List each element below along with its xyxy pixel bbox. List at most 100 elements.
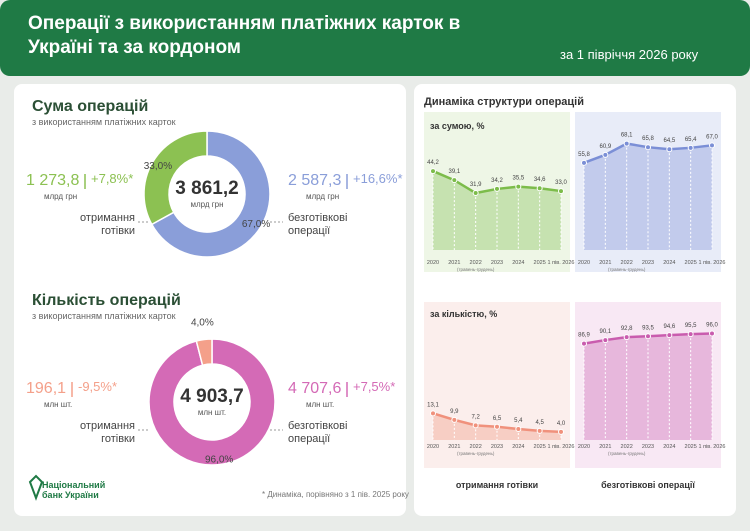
value-label: 9,9	[450, 409, 459, 415]
column-label: безготівкові операції	[601, 480, 695, 490]
point	[515, 183, 522, 190]
x-tick-label: 2023	[642, 260, 654, 266]
value-label: 33,0	[555, 180, 567, 186]
x-tick-label: 2024	[512, 260, 524, 266]
slice-label: 67,0%	[242, 219, 270, 230]
point	[451, 416, 458, 423]
slice-label: 96,0%	[205, 455, 233, 466]
point	[687, 331, 694, 338]
value-label: 92,8	[621, 326, 633, 332]
change: +7,5%*	[353, 379, 396, 394]
point	[602, 151, 609, 158]
x-tick-label: 2022	[470, 444, 482, 450]
point	[709, 142, 715, 149]
x-note: (травень-грудень)	[457, 267, 495, 272]
x-tick-label: 2024	[512, 444, 524, 450]
value-label: 94,6	[663, 324, 675, 330]
point	[558, 188, 564, 195]
pie-slice	[150, 130, 271, 258]
point	[666, 332, 673, 339]
point	[472, 422, 479, 429]
panel-bg	[424, 302, 570, 468]
section-subtitle: з використанням платіжних карток	[32, 117, 176, 127]
pie-slice	[195, 338, 213, 367]
x-tick-label: 2022	[621, 444, 633, 450]
total-unit: млрд грн	[190, 200, 224, 209]
point	[666, 146, 673, 153]
point	[645, 144, 651, 151]
area-fill	[433, 413, 561, 440]
total-value: 3 861,2	[175, 178, 239, 199]
change: +16,6%*	[353, 171, 403, 186]
value-label: 60,9	[599, 144, 611, 150]
pie-slice	[143, 130, 208, 226]
point	[472, 190, 479, 197]
category: отримання готівки	[80, 420, 135, 445]
point	[687, 144, 694, 151]
category: безготівкові операції	[288, 420, 348, 445]
point	[623, 140, 630, 147]
value-label: 5,4	[514, 418, 523, 424]
logo-mark	[28, 474, 44, 501]
panel-title: Динаміка структури операцій	[424, 96, 585, 108]
section-title: Сума операцій	[32, 98, 149, 115]
value-label: 96,0	[706, 323, 718, 329]
section-subtitle: з використанням платіжних карток	[32, 311, 176, 321]
value-label: 65,8	[642, 136, 654, 142]
chart-title: за кількістю, %	[430, 309, 498, 319]
value-label: 64,5	[663, 138, 675, 144]
change: -9,5%*	[78, 379, 118, 394]
value-label: 68,1	[621, 133, 633, 139]
point	[602, 337, 609, 344]
x-note: (травень-грудень)	[608, 451, 646, 456]
value-label: 4,0	[557, 421, 566, 427]
point	[558, 428, 564, 435]
x-note: (травень-грудень)	[457, 451, 495, 456]
value-label: 44,2	[427, 160, 439, 166]
chart-title: за сумою, %	[430, 121, 485, 131]
footnote: * Динаміка, порівняно з 1 пів. 2025 року	[262, 490, 409, 499]
point	[430, 168, 436, 175]
header-band	[0, 0, 750, 76]
amount: 2 587,3	[288, 172, 342, 189]
point	[451, 177, 458, 184]
x-note: (травень-грудень)	[608, 267, 646, 272]
point	[581, 340, 587, 347]
amount: 196,1	[26, 380, 67, 397]
left-card	[14, 84, 406, 516]
x-tick-label: 2021	[599, 444, 611, 450]
point	[536, 185, 543, 192]
total-unit: млн шт.	[197, 408, 227, 417]
total-value: 4 903,7	[180, 386, 244, 407]
x-tick-label: 2021	[448, 444, 460, 450]
point	[536, 427, 543, 434]
x-tick-label: 2020	[578, 260, 590, 266]
title: Операції з використанням платіжних карто…	[28, 13, 461, 58]
value-label: 6,5	[493, 416, 502, 422]
x-tick-label: 2024	[663, 444, 675, 450]
value-label: 95,5	[685, 323, 697, 329]
unit: млн шт.	[306, 400, 335, 409]
x-tick-label: 2025	[685, 444, 697, 450]
x-tick-label: 1 пів. 2026	[547, 444, 574, 450]
x-tick-label: 1 пів. 2026	[698, 260, 725, 266]
x-tick-label: 2023	[491, 444, 503, 450]
x-tick-label: 2021	[599, 260, 611, 266]
value-label: 35,5	[512, 176, 524, 182]
section-title: Кількість операцій	[32, 292, 181, 309]
value-label: 93,5	[642, 325, 654, 331]
value-label: 13,1	[427, 402, 439, 408]
point	[494, 423, 500, 430]
slice-label: 33,0%	[144, 161, 172, 172]
x-tick-label: 2025	[534, 260, 546, 266]
slice-label: 4,0%	[191, 318, 214, 329]
x-tick-label: 2022	[621, 260, 633, 266]
x-tick-label: 2025	[534, 444, 546, 450]
value-label: 4,5	[535, 420, 544, 426]
x-tick-label: 1 пів. 2026	[547, 260, 574, 266]
logo: Національний банк України	[42, 480, 106, 501]
amount: 4 707,6	[288, 380, 342, 397]
x-tick-label: 2020	[578, 444, 590, 450]
